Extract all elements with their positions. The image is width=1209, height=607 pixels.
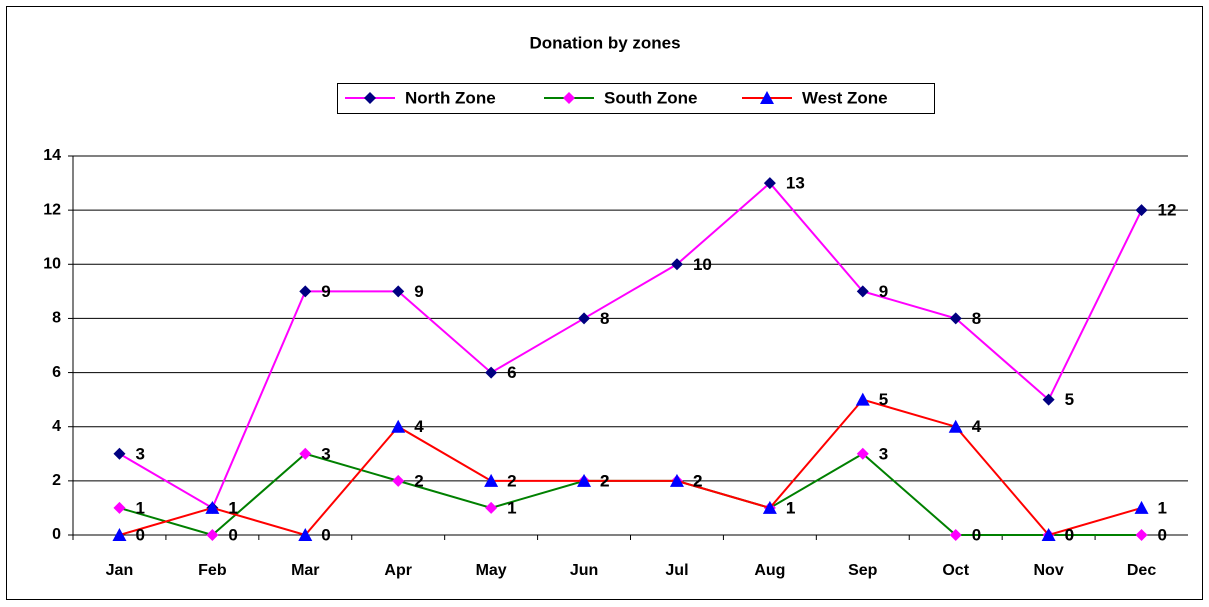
data-label: 0	[1065, 525, 1074, 544]
data-label: 1	[786, 498, 795, 517]
x-tick-label: Jul	[665, 562, 688, 579]
data-point	[578, 312, 591, 325]
data-point	[392, 285, 405, 298]
data-label: 0	[972, 525, 981, 544]
data-point	[1041, 528, 1056, 541]
data-label: 2	[414, 471, 423, 490]
data-label: 2	[507, 471, 516, 490]
data-point	[1134, 500, 1149, 514]
x-tick-label: Oct	[942, 562, 969, 579]
data-label: 1	[1158, 498, 1167, 517]
data-label: 4	[972, 417, 982, 436]
data-point	[391, 419, 406, 433]
data-point	[949, 529, 962, 541]
data-point	[856, 447, 869, 460]
data-point	[1042, 393, 1055, 406]
x-tick-label: May	[476, 562, 507, 579]
x-tick-label: Sep	[848, 562, 878, 579]
data-label: 2	[600, 471, 609, 490]
series-line	[118, 181, 1143, 510]
data-label: 3	[135, 444, 144, 463]
data-label: 0	[228, 525, 237, 544]
data-point	[577, 473, 592, 487]
legend-marker	[563, 92, 575, 104]
data-label: 1	[228, 498, 237, 517]
chart-title: Donation by zones	[529, 33, 680, 52]
x-tick-label: Mar	[291, 562, 319, 579]
y-tick-label: 12	[43, 201, 61, 218]
data-point	[484, 473, 499, 487]
data-point	[948, 419, 963, 433]
data-label: 12	[1158, 201, 1177, 220]
x-tick-label: Nov	[1034, 562, 1064, 579]
data-point	[855, 392, 870, 406]
series-line	[119, 398, 1142, 537]
y-tick-label: 14	[43, 147, 61, 164]
legend-box	[337, 83, 935, 114]
data-label: 5	[879, 390, 888, 409]
data-label: 9	[321, 282, 330, 301]
legend-marker	[364, 92, 376, 104]
x-tick-label: Feb	[198, 562, 227, 579]
data-label: 1	[786, 498, 795, 517]
data-label: 10	[693, 255, 712, 274]
data-point	[299, 285, 312, 298]
data-point	[113, 447, 126, 460]
data-point	[670, 258, 683, 271]
data-label: 8	[600, 309, 609, 328]
data-label: 0	[321, 525, 330, 544]
data-label: 13	[786, 174, 805, 193]
data-point	[949, 312, 962, 325]
data-label: 6	[507, 363, 516, 382]
data-point	[669, 473, 684, 487]
x-tick-label: Apr	[384, 562, 412, 579]
data-point	[299, 447, 312, 460]
data-label: 1	[507, 498, 516, 517]
data-label: 0	[1158, 525, 1167, 544]
data-point	[1135, 204, 1148, 217]
data-point	[392, 474, 405, 487]
data-label: 1	[135, 498, 144, 517]
y-tick-label: 6	[52, 364, 61, 381]
data-label: 2	[693, 471, 702, 490]
x-tick-label: Aug	[754, 562, 785, 579]
data-point	[763, 177, 776, 190]
data-label: 0	[1065, 525, 1074, 544]
x-tick-label: Dec	[1127, 562, 1156, 579]
data-label: 8	[972, 309, 981, 328]
x-tick-label: Jun	[570, 562, 598, 579]
data-label: 3	[321, 444, 330, 463]
legend-label: South Zone	[604, 88, 697, 107]
data-label: 9	[879, 282, 888, 301]
y-tick-label: 0	[52, 526, 61, 543]
data-label: 1	[228, 498, 237, 517]
data-point	[298, 528, 313, 541]
data-point	[762, 500, 777, 514]
y-tick-label: 8	[52, 310, 61, 327]
data-point	[113, 501, 126, 514]
data-point	[112, 528, 127, 541]
data-label: 4	[414, 417, 424, 436]
legend-label: North Zone	[405, 88, 496, 107]
data-label: 5	[1065, 390, 1074, 409]
data-label: 2	[693, 471, 702, 490]
y-tick-label: 2	[52, 472, 61, 489]
data-point	[1135, 529, 1148, 541]
data-point	[205, 500, 220, 514]
data-point	[856, 285, 869, 298]
data-point	[206, 529, 219, 541]
y-tick-label: 10	[43, 256, 61, 273]
legend-marker	[760, 91, 774, 104]
y-tick-label: 4	[52, 418, 61, 435]
data-label: 0	[135, 525, 144, 544]
data-label: 9	[414, 282, 423, 301]
data-label: 3	[879, 444, 888, 463]
x-tick-label: Jan	[106, 562, 134, 579]
data-point	[485, 501, 498, 514]
data-point	[485, 366, 498, 379]
legend-label: West Zone	[802, 88, 888, 107]
